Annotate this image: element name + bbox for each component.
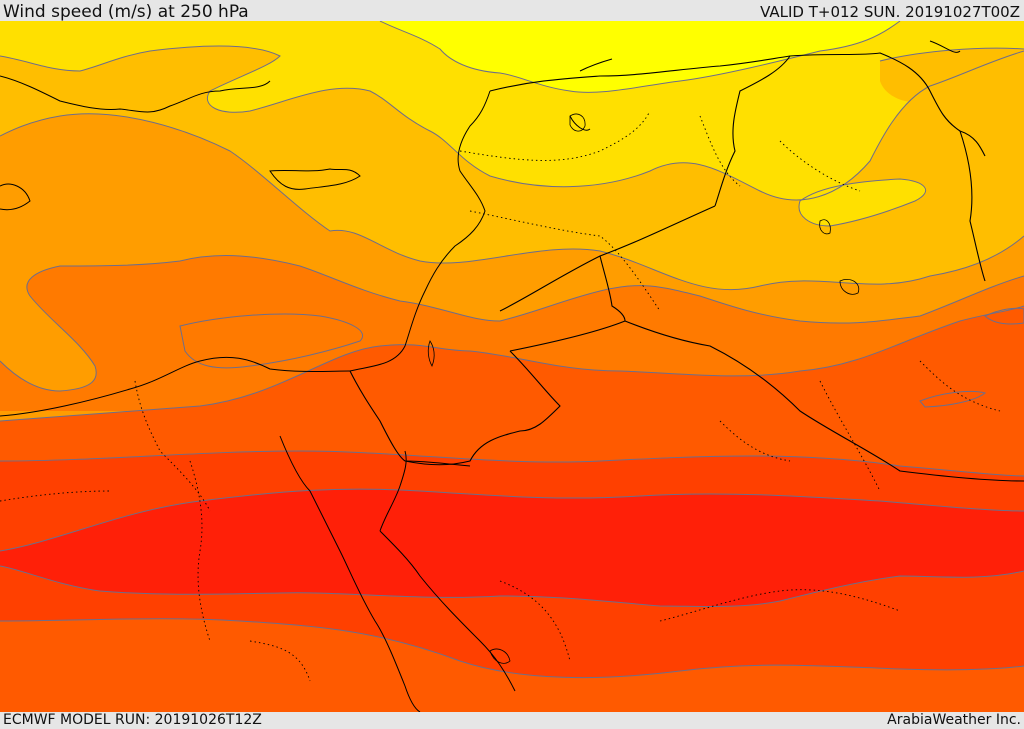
footer-bar: ECMWF MODEL RUN: 20191026T12Z ArabiaWeat… bbox=[0, 712, 1024, 729]
lakes bbox=[427, 113, 860, 664]
contour-lines bbox=[0, 21, 1024, 679]
band-red bbox=[0, 489, 1024, 607]
band-orange bbox=[0, 255, 1024, 411]
band-orange-tongue bbox=[180, 314, 363, 368]
map-panel[interactable] bbox=[0, 21, 1024, 712]
map-title: Wind speed (m/s) at 250 hPa bbox=[3, 2, 249, 22]
country-borders bbox=[349, 52, 1024, 482]
band-yellow-patch bbox=[799, 179, 926, 226]
band-gold-patch bbox=[880, 48, 1024, 103]
model-run: ECMWF MODEL RUN: 20191026T12Z bbox=[3, 712, 262, 728]
coastlines bbox=[0, 40, 961, 712]
admin-boundaries bbox=[0, 110, 1001, 682]
credit-text: ArabiaWeather Inc. bbox=[887, 712, 1021, 728]
valid-time: VALID T+012 SUN. 20191027T00Z bbox=[760, 3, 1020, 21]
band-lightest bbox=[380, 21, 900, 93]
band-yellow bbox=[0, 21, 1024, 200]
wind-speed-map[interactable] bbox=[0, 21, 1024, 712]
header-bar: Wind speed (m/s) at 250 hPa VALID T+012 … bbox=[0, 0, 1024, 22]
